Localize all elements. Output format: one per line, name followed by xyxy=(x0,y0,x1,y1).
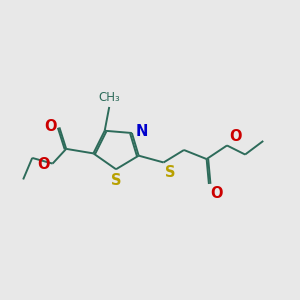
Text: CH₃: CH₃ xyxy=(98,91,120,104)
Text: O: O xyxy=(38,157,50,172)
Text: N: N xyxy=(135,124,148,140)
Text: O: O xyxy=(210,186,223,201)
Text: O: O xyxy=(229,129,241,144)
Text: S: S xyxy=(165,165,175,180)
Text: O: O xyxy=(44,119,57,134)
Text: S: S xyxy=(111,172,121,188)
